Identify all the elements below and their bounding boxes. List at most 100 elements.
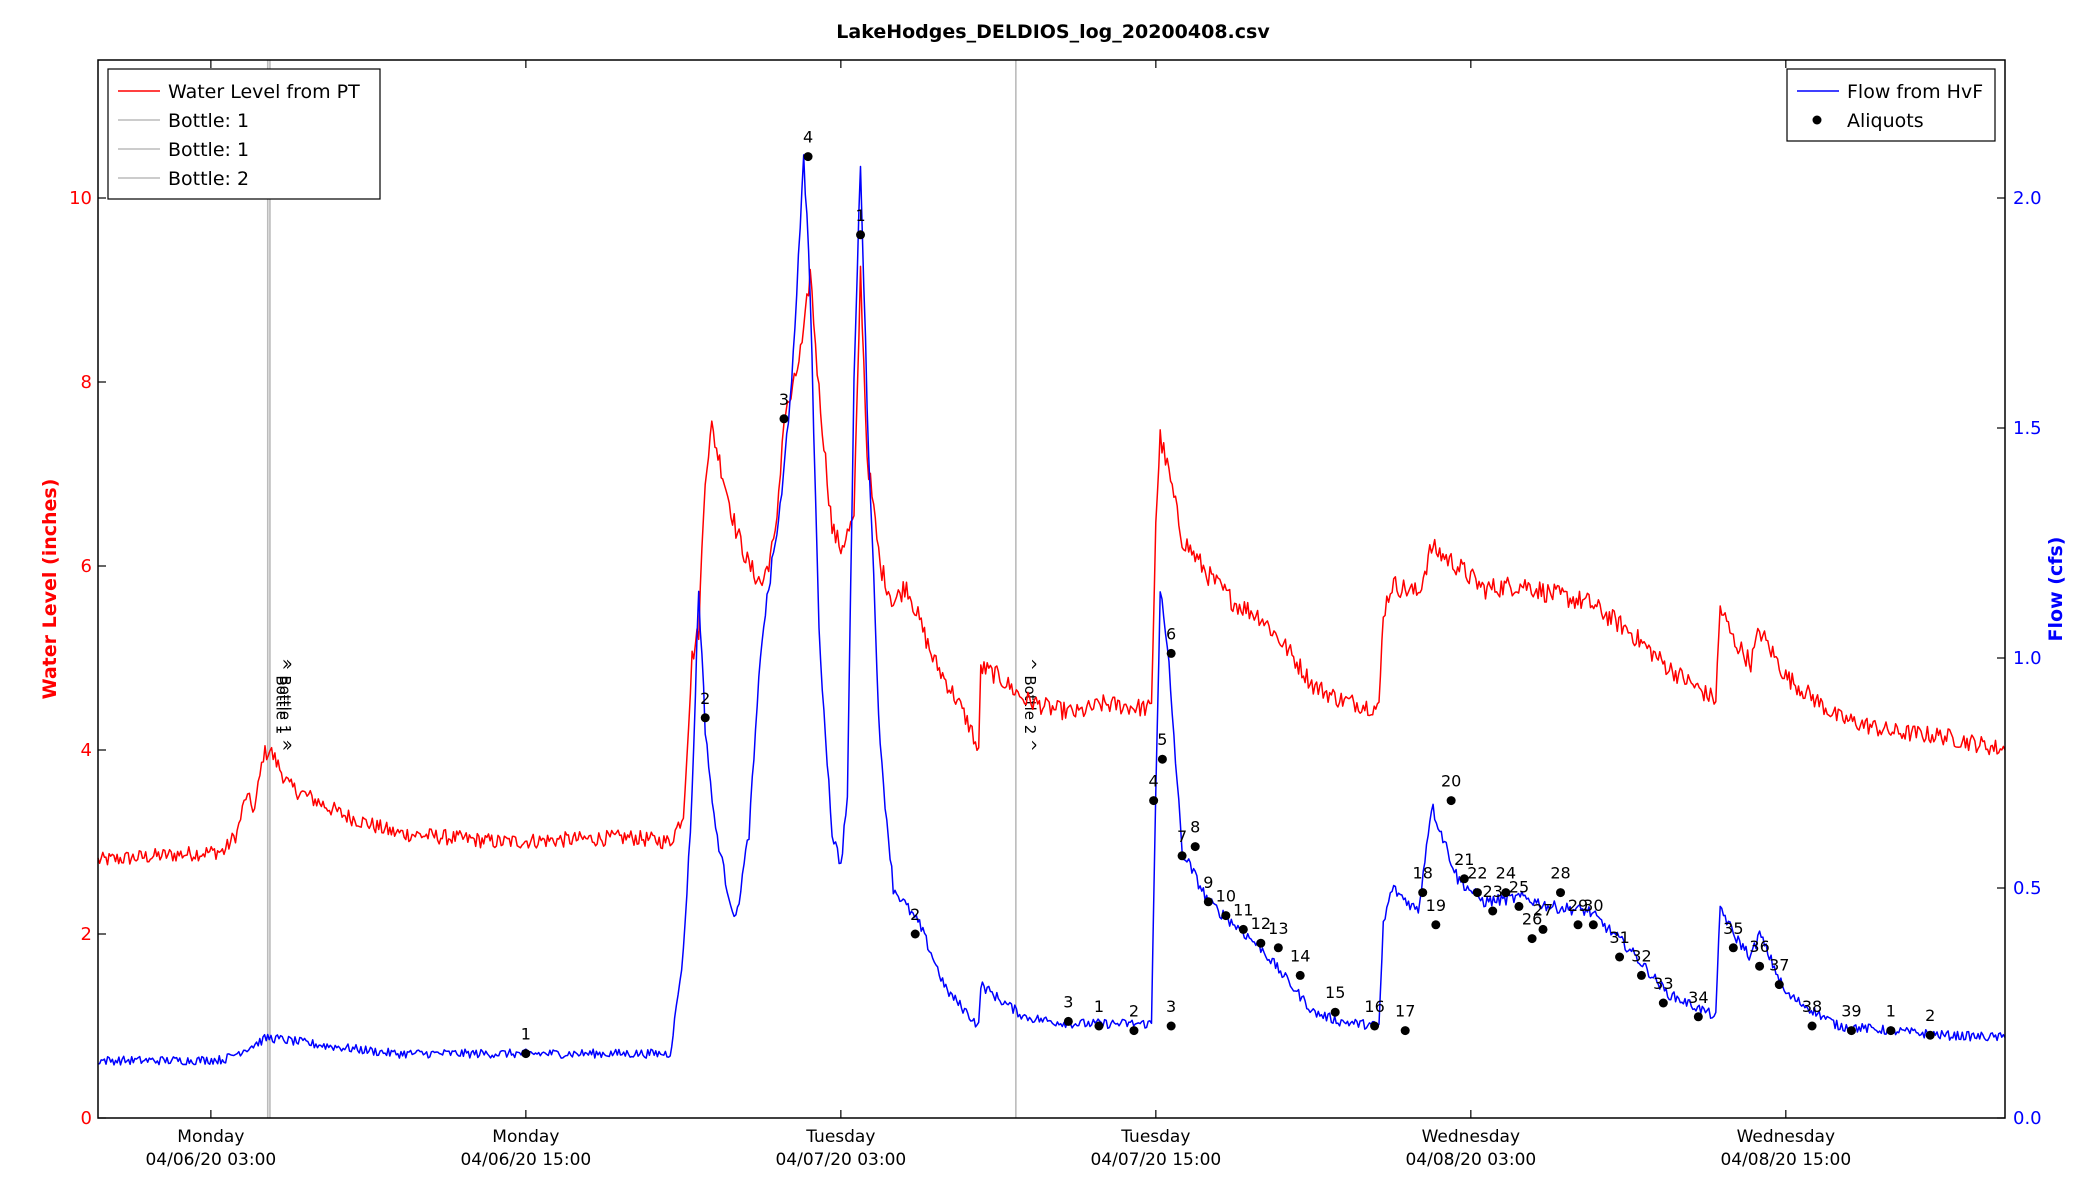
aliquot-label: 34 <box>1688 988 1708 1007</box>
left-tick-label: 6 <box>81 556 92 577</box>
aliquot-marker <box>1166 1021 1176 1031</box>
plot-area: ^ Bottle 1 ^^ Bottle 1 ^ ^ Bottle 2 ^ <box>266 60 1039 1118</box>
aliquot-marker <box>1431 920 1441 930</box>
aliquot-marker <box>1190 842 1200 852</box>
legend-label: Bottle: 1 <box>168 139 249 161</box>
right-tick-label: 0.0 <box>2013 1108 2042 1129</box>
aliquot-label: 32 <box>1631 946 1651 965</box>
aliquot-marker <box>1807 1021 1817 1031</box>
aliquot-marker <box>1755 961 1765 971</box>
legend-right: Flow from HvF Aliquots <box>1786 68 1996 142</box>
aliquot-label: 4 <box>1149 772 1159 791</box>
aliquot-marker <box>1177 851 1187 861</box>
aliquot-marker <box>1588 920 1598 930</box>
aliquot-marker <box>1925 1030 1935 1040</box>
flow-series-group <box>97 154 2006 1066</box>
aliquot-marker <box>910 929 920 939</box>
aliquot-label: 17 <box>1395 1002 1415 1021</box>
left-tick-label: 8 <box>81 372 92 393</box>
aliquot-marker <box>1527 934 1537 944</box>
aliquot-label: 31 <box>1609 928 1629 947</box>
aliquot-marker <box>1149 796 1159 806</box>
legend-label: Flow from HvF <box>1847 81 1983 103</box>
aliquot-marker <box>1418 888 1428 898</box>
aliquot-marker <box>1693 1012 1703 1022</box>
aliquot-label: 19 <box>1426 896 1446 915</box>
aliquot-marker <box>1636 970 1646 980</box>
aliquot-marker <box>803 152 813 162</box>
legend-marker <box>1812 115 1822 125</box>
aliquot-label: 22 <box>1467 864 1487 883</box>
x-tick-date-label: 04/08/20 03:00 <box>1405 1150 1536 1170</box>
aliquot-label: 16 <box>1364 997 1384 1016</box>
aliquot-marker <box>1063 1016 1073 1026</box>
aliquot-label: 4 <box>803 128 813 147</box>
bottle-line-label: ^ Bottle 1 ^ <box>273 658 291 752</box>
x-tick-day-label: Monday <box>492 1127 559 1147</box>
aliquot-marker <box>1094 1021 1104 1031</box>
aliquot-label: 26 <box>1522 910 1542 929</box>
aliquot-label: 3 <box>1166 997 1176 1016</box>
chart-title: LakeHodges_DELDIOS_log_20200408.csv <box>836 21 1270 43</box>
aliquot-label: 14 <box>1290 946 1310 965</box>
aliquot-marker <box>1330 1007 1340 1017</box>
aliquot-label: 27 <box>1533 900 1553 919</box>
aliquot-label: 2 <box>1129 1002 1139 1021</box>
x-tick-day-label: Wednesday <box>1737 1127 1835 1147</box>
legend-box <box>1786 68 1996 142</box>
x-tick-date-label: 04/07/20 15:00 <box>1090 1150 1221 1170</box>
aliquot-label: 1 <box>1094 997 1104 1016</box>
aliquot-label: 3 <box>779 390 789 409</box>
left-tick-label: 4 <box>81 740 92 761</box>
y-axis-left-label: Water Level (inches) <box>39 479 61 700</box>
aliquot-marker <box>1556 888 1566 898</box>
legend-label: Aliquots <box>1847 110 1924 132</box>
aliquot-marker <box>1273 943 1283 953</box>
aliquot-label: 2 <box>910 905 920 924</box>
aliquot-label: 2 <box>700 689 710 708</box>
aliquot-label: 35 <box>1723 919 1743 938</box>
aliquot-label: 30 <box>1583 896 1603 915</box>
aliquot-marker <box>1846 1026 1856 1036</box>
left-tick-label: 0 <box>81 1108 92 1129</box>
aliquot-label: 7 <box>1177 827 1187 846</box>
bottle-line-label: ^ Bottle 1 ^ <box>276 658 294 752</box>
aliquot-label: 5 <box>1157 730 1167 749</box>
aliquot-label: 29 <box>1568 896 1588 915</box>
x-tick-day-label: Wednesday <box>1422 1127 1520 1147</box>
aliquot-marker <box>1886 1026 1896 1036</box>
aliquot-marker <box>1166 648 1176 658</box>
aliquot-marker <box>700 713 710 723</box>
aliquot-marker <box>1501 888 1511 898</box>
aliquot-label: 36 <box>1749 937 1769 956</box>
right-tick-label: 1.5 <box>2013 418 2042 439</box>
aliquot-marker <box>1514 901 1524 911</box>
aliquot-label: 25 <box>1509 877 1529 896</box>
plot-frame <box>97 59 2006 1119</box>
bottle-line-label: ^ Bottle 2 ^ <box>1021 658 1039 752</box>
left-tick-label: 10 <box>69 188 92 209</box>
aliquot-marker <box>1472 888 1482 898</box>
aliquot-label: 10 <box>1216 887 1236 906</box>
aliquot-label: 3 <box>1063 992 1073 1011</box>
x-tick-day-label: Monday <box>177 1127 244 1147</box>
water-level-line <box>97 265 2006 866</box>
aliquot-label: 18 <box>1413 864 1433 883</box>
aliquot-marker <box>856 230 866 240</box>
aliquot-label: 11 <box>1233 900 1253 919</box>
aliquot-label: 37 <box>1769 956 1789 975</box>
aliquot-marker <box>1370 1021 1380 1031</box>
aliquot-label: 23 <box>1483 882 1503 901</box>
aliquot-label: 28 <box>1550 864 1570 883</box>
aliquot-label: 1 <box>1886 1002 1896 1021</box>
right-tick-label: 1.0 <box>2013 648 2042 669</box>
aliquot-marker <box>1203 897 1213 907</box>
aliquot-marker <box>521 1049 531 1059</box>
aliquot-label: 2 <box>1925 1006 1935 1025</box>
aliquot-marker <box>779 414 789 424</box>
legend-label: Bottle: 1 <box>168 110 249 132</box>
aliquot-label: 38 <box>1802 997 1822 1016</box>
